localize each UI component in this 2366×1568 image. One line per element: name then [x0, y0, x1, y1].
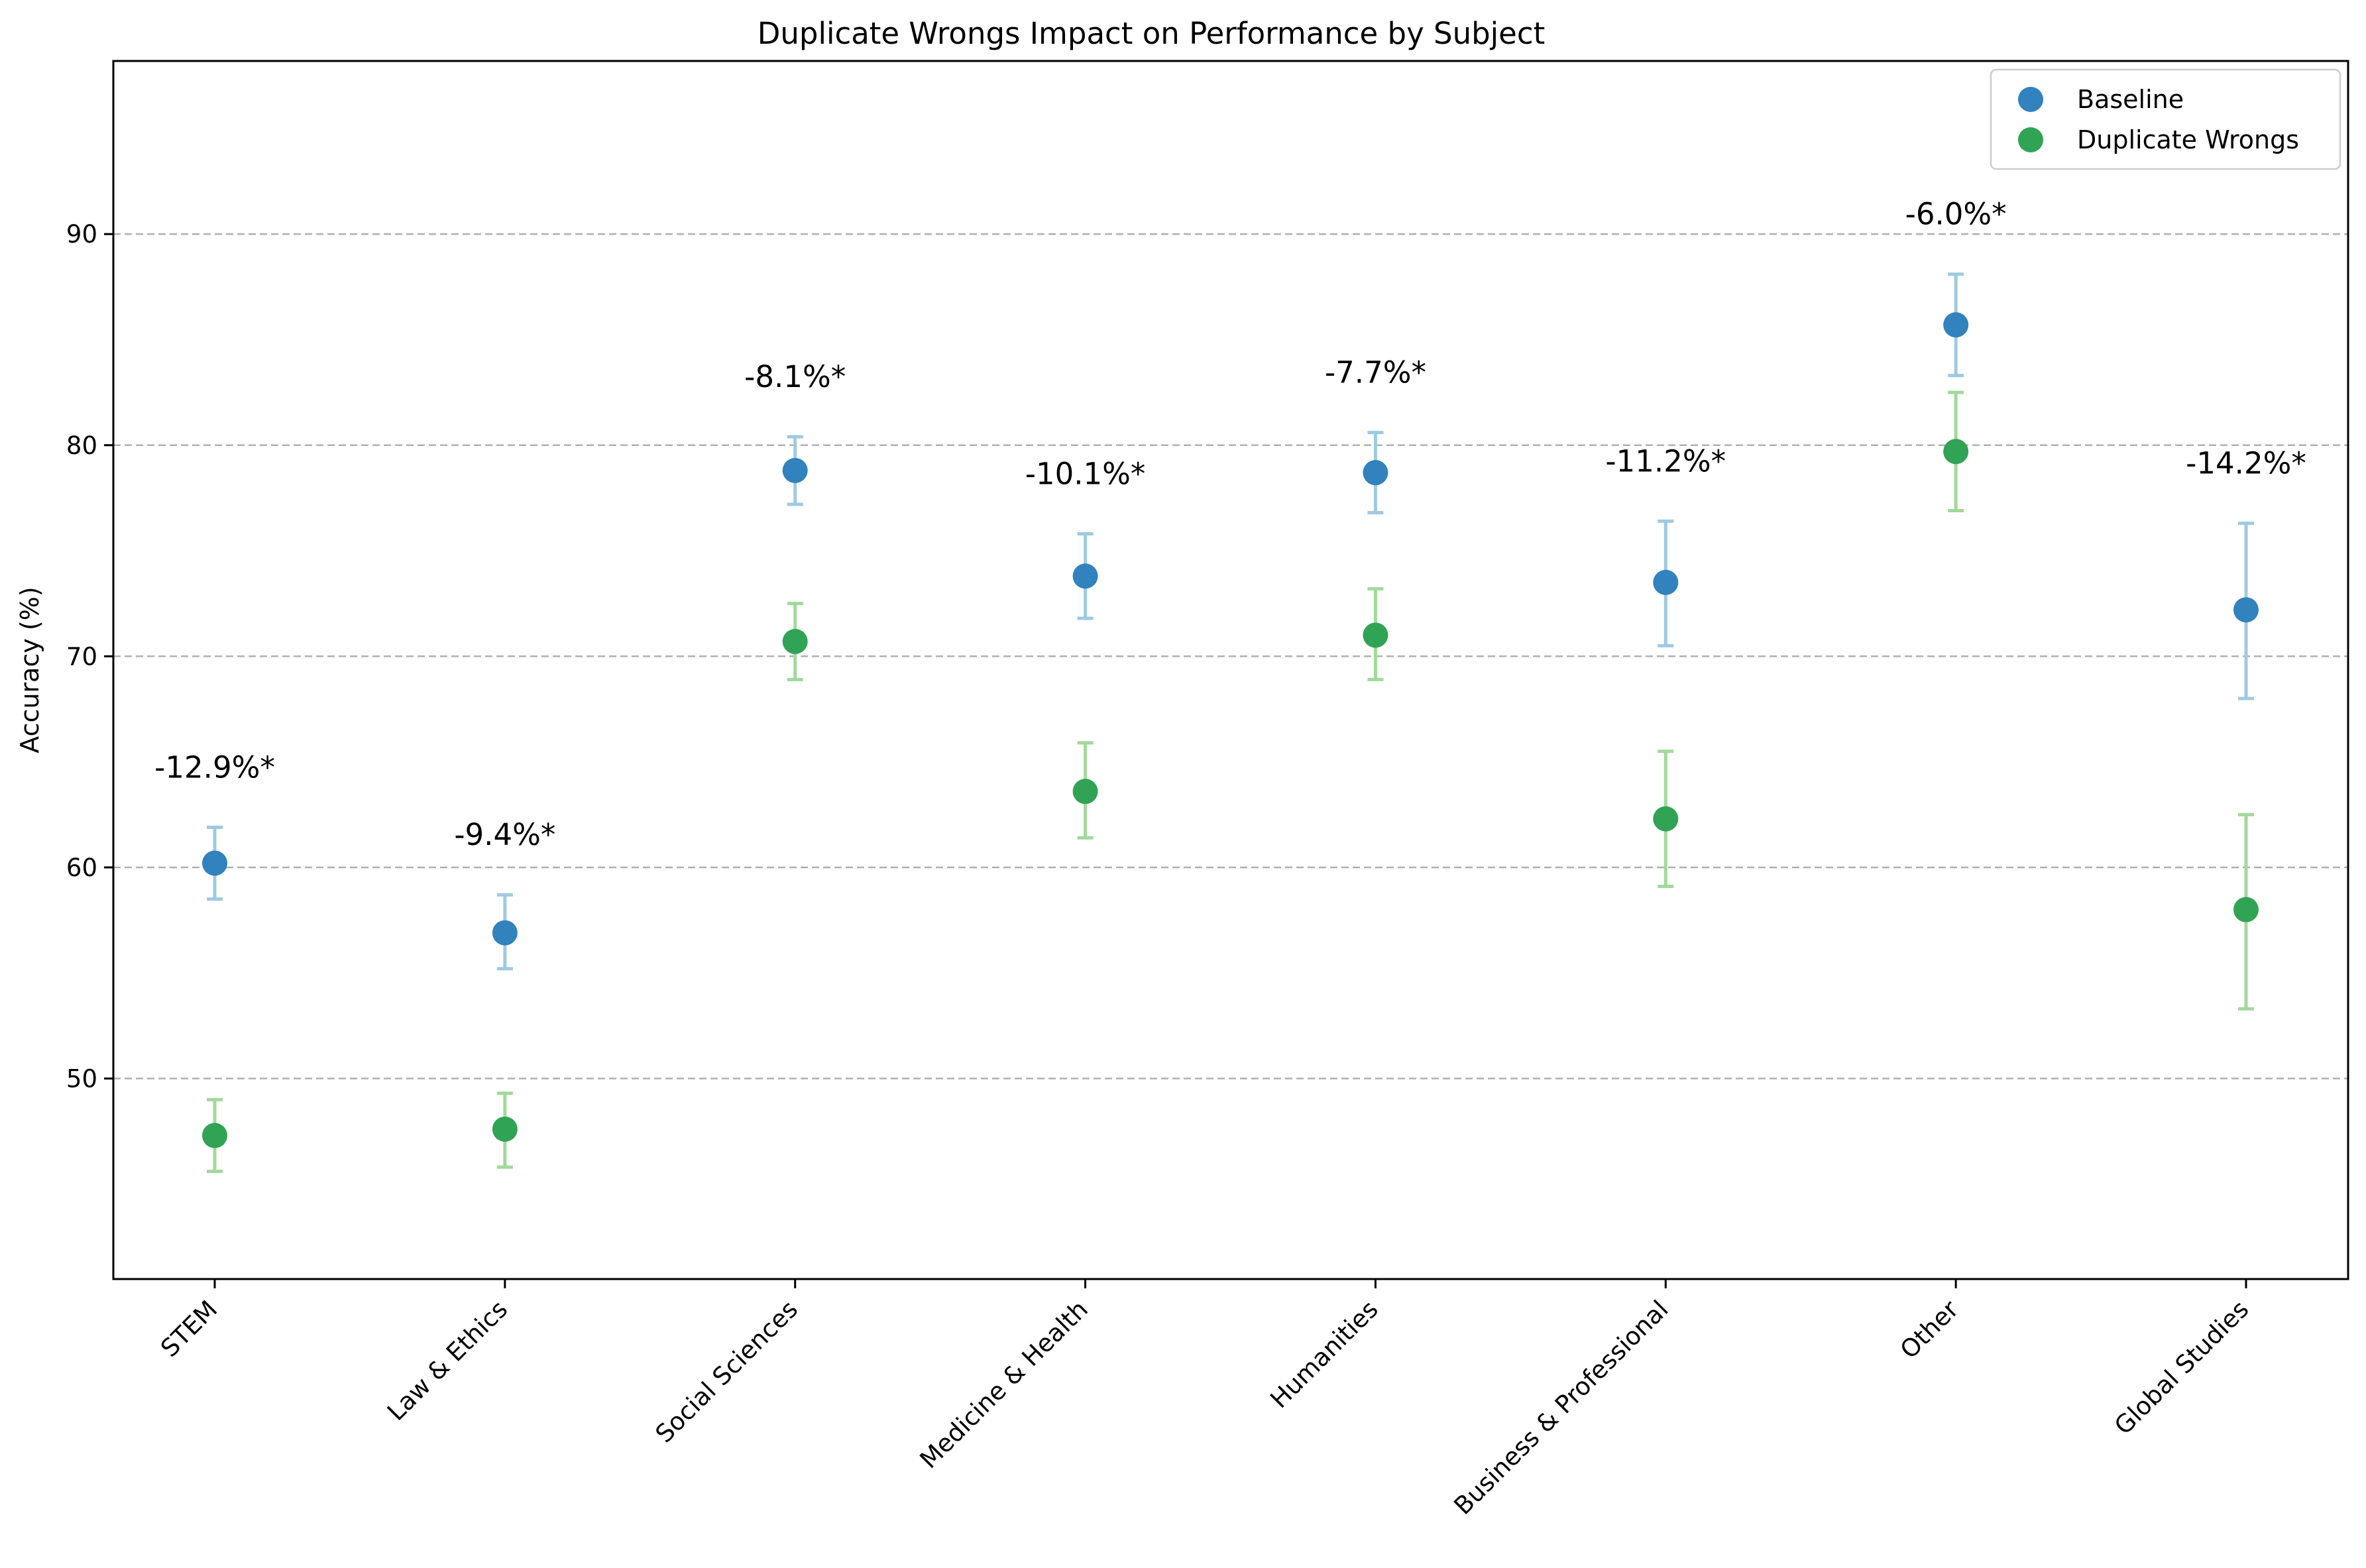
baseline-point [1072, 563, 1098, 589]
duplicate-wrongs-point [492, 1116, 518, 1142]
baseline-point [1943, 312, 1969, 338]
duplicate-wrongs-point [202, 1123, 227, 1148]
x-tick-label: Law & Ethics [382, 1295, 513, 1426]
x-axis-ticks: STEM Law & Ethics Social Sciences Medicine … [155, 1279, 2254, 1520]
legend-label-duplicate-wrongs: Duplicate Wrongs [2077, 125, 2299, 154]
x-tick-label: Business & Professional [1449, 1295, 1674, 1520]
legend-label-baseline: Baseline [2077, 85, 2184, 114]
y-axis-ticks: 50 60 70 80 90 [66, 220, 113, 1093]
duplicate-wrongs-point [1072, 779, 1098, 805]
y-tick-label: 90 [66, 220, 97, 249]
y-tick-label: 50 [66, 1064, 97, 1093]
difference-annotations: -12.9%* -9.4%* -8.1%* -10.1%* -7.7%* -11.2%* -… [154, 197, 2306, 853]
legend-marker-duplicate-wrongs [2018, 127, 2043, 152]
difference-annotation: -12.9%* [154, 750, 275, 785]
duplicate-wrongs-point [1653, 806, 1679, 832]
duplicate-wrongs-point [782, 628, 808, 654]
difference-annotation: -6.0%* [1905, 197, 2007, 232]
y-axis-label: Accuracy (%) [15, 587, 44, 753]
baseline-point [2233, 597, 2259, 623]
plot-area-frame [112, 60, 2349, 1280]
data-points [202, 312, 2259, 1148]
legend-marker-baseline [2018, 87, 2043, 112]
y-tick-label: 80 [66, 431, 97, 460]
duplicate-wrongs-point [1363, 622, 1388, 648]
x-tick-label: STEM [155, 1295, 223, 1363]
baseline-point [782, 457, 808, 483]
difference-annotation: -7.7%* [1325, 355, 1426, 390]
chart-title: Duplicate Wrongs Impact on Performance b… [758, 16, 1546, 51]
x-tick-label: Medicine & Health [915, 1295, 1094, 1474]
baseline-point [1363, 460, 1388, 486]
x-tick-label: Social Sciences [650, 1295, 803, 1448]
difference-annotation: -14.2%* [2186, 446, 2306, 481]
duplicate-wrongs-point [1943, 439, 1969, 465]
difference-annotation: -11.2%* [1605, 443, 1726, 478]
legend: Baseline Duplicate Wrongs [1990, 68, 2341, 170]
difference-annotation: -9.4%* [454, 817, 555, 852]
y-tick-label: 60 [66, 854, 97, 882]
x-tick-label: Global Studies [2109, 1295, 2254, 1440]
duplicate-wrongs-point [2233, 897, 2259, 923]
grid-lines [113, 233, 2348, 1080]
difference-annotation: -8.1%* [744, 359, 846, 394]
baseline-point [492, 920, 518, 946]
x-tick-label: Humanities [1265, 1295, 1384, 1414]
x-tick-label: Other [1895, 1294, 1964, 1364]
baseline-point [202, 850, 227, 876]
error-bars [207, 272, 2254, 1174]
y-tick-label: 70 [66, 642, 97, 671]
legend-box [1990, 68, 2341, 170]
difference-annotation: -10.1%* [1025, 457, 1146, 492]
baseline-point [1653, 569, 1679, 595]
